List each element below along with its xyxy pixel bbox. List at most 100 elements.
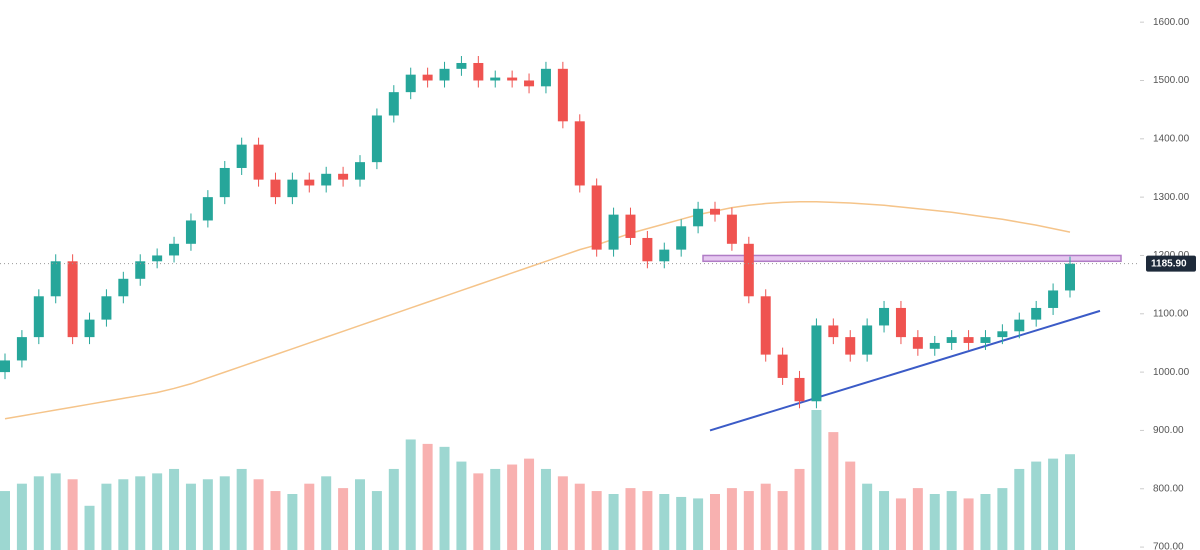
volume-bar [304, 483, 315, 550]
price-label: 1185.90 [1151, 258, 1187, 269]
volume-bar [101, 483, 112, 550]
y-tick-label: 1600.00 [1153, 17, 1190, 28]
candle-body [338, 173, 349, 180]
candle-body [371, 115, 382, 163]
volume-bar [879, 491, 890, 550]
volume-bar [524, 458, 535, 550]
candle-body [84, 319, 95, 338]
candle-body [591, 185, 602, 250]
volume-bar [659, 494, 670, 550]
volume-bar [743, 491, 754, 550]
volume-bar [557, 476, 568, 550]
volume-bar [169, 468, 180, 550]
candle-body [710, 208, 720, 215]
volume-bar [642, 491, 653, 550]
candle-body [828, 325, 839, 338]
candle-body [202, 197, 213, 221]
candle-body [912, 337, 923, 349]
candle-body [574, 121, 585, 186]
candle-body [625, 214, 636, 238]
moving-average [4, 201, 1071, 420]
candle-body [557, 68, 568, 122]
candle-body [456, 62, 467, 69]
y-tick-label: 1200.00 [1153, 250, 1190, 261]
volume-bar [929, 494, 940, 550]
volume-bar [152, 473, 163, 550]
volume-bar [895, 498, 906, 550]
y-tick-label: 700.00 [1153, 542, 1184, 550]
candle-body [811, 325, 822, 402]
y-tick-label: 1400.00 [1153, 133, 1190, 144]
candle-body [879, 307, 890, 326]
volume-bar [236, 468, 247, 550]
candle-body [355, 162, 365, 180]
candle-body [980, 337, 991, 343]
volume-bar [591, 491, 602, 550]
candle-body [693, 208, 704, 227]
volume-bar [794, 468, 805, 550]
candle-body [845, 337, 856, 355]
candle-body [270, 179, 281, 198]
volume-bar [456, 461, 467, 550]
candle-body [777, 354, 788, 378]
volume-bar [490, 468, 501, 550]
volume-bar [574, 483, 585, 550]
volume-bar [828, 432, 839, 550]
candle-body [152, 255, 163, 262]
price-label-box [1146, 255, 1196, 272]
y-tick-label: 1100.00 [1153, 308, 1189, 319]
volume-bar [355, 479, 365, 550]
volume-bar [202, 479, 213, 550]
candle-body [895, 307, 906, 338]
volume-bar [219, 476, 230, 550]
candle-body [608, 214, 619, 250]
candle-body [50, 261, 61, 297]
volume-bar [50, 473, 61, 550]
volume-bar [67, 479, 78, 550]
candle-body [287, 179, 298, 198]
candle-body [1048, 290, 1059, 308]
candle-body [726, 214, 737, 244]
volume-bar [439, 446, 450, 550]
volume-bar [84, 505, 95, 550]
volume-bar [1065, 454, 1075, 550]
resistance-zone [702, 254, 1122, 263]
volume-bar [135, 476, 146, 550]
volume-bar [388, 468, 399, 550]
candle-body [169, 243, 180, 256]
candle-body [33, 296, 44, 338]
candle-body [405, 74, 416, 93]
volume-bar [625, 488, 636, 550]
y-tick-label: 800.00 [1153, 483, 1184, 494]
candle-body [0, 360, 10, 373]
candle-body [118, 278, 129, 297]
candle-body [67, 261, 78, 338]
volume-bar [997, 488, 1008, 550]
candle-body [439, 68, 450, 81]
volume-bar [270, 491, 281, 550]
volume-bar [118, 479, 129, 550]
volume-bar [0, 491, 10, 550]
volume-bar [862, 483, 873, 550]
candle-body [540, 68, 551, 87]
candle-body [236, 144, 247, 168]
y-tick-label: 1500.00 [1153, 75, 1190, 86]
volume-bar [710, 494, 720, 550]
candle-body [388, 92, 399, 116]
volume-bar [16, 483, 27, 550]
volume-bar [1031, 461, 1042, 550]
volume-bar [811, 410, 822, 550]
candle-body [794, 377, 805, 402]
candle-body [963, 337, 974, 343]
volume-bar [760, 483, 771, 550]
candle-body [760, 296, 771, 355]
volume-bar [540, 468, 551, 550]
candle-body [16, 337, 27, 361]
candle-body [304, 179, 315, 186]
volume-bar [1014, 468, 1025, 550]
candle-body [929, 342, 940, 349]
volume-bar [946, 491, 957, 550]
volume-bar [608, 494, 619, 550]
